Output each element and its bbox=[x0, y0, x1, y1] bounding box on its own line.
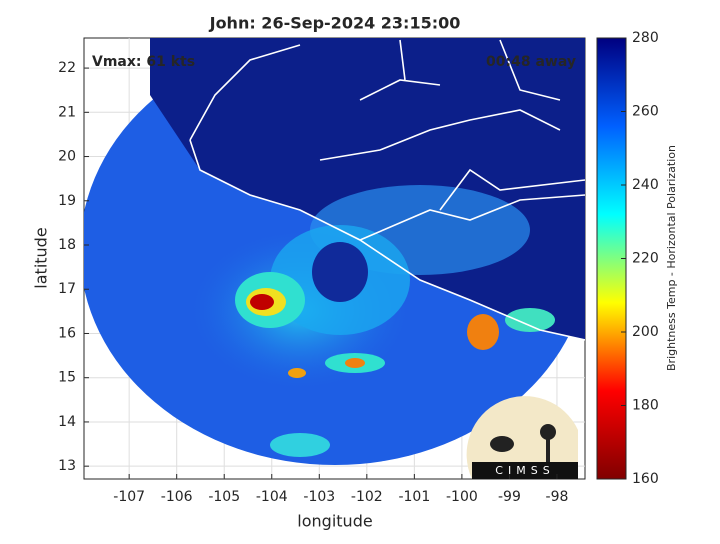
imagery bbox=[84, 38, 585, 465]
logo-tower bbox=[546, 438, 550, 468]
y-tick-label: 16 bbox=[58, 325, 76, 341]
x-tick-label: -100 bbox=[446, 489, 478, 505]
cloud bbox=[250, 294, 274, 310]
x-tick-label: -101 bbox=[398, 489, 430, 505]
x-tick-label: -105 bbox=[208, 489, 240, 505]
y-tick-label: 20 bbox=[58, 149, 76, 165]
colorbar-label: Brightness Temp - Horizontal Polarizatio… bbox=[665, 145, 678, 371]
logo: CIMSS bbox=[466, 396, 578, 479]
y-tick-label: 22 bbox=[58, 60, 76, 76]
colorbar-tick-label: 160 bbox=[632, 471, 659, 487]
logo-tower bbox=[540, 424, 556, 440]
x-axis-label: longitude bbox=[297, 512, 372, 531]
x-tick-label: -99 bbox=[498, 489, 521, 505]
x-tick-label: -104 bbox=[256, 489, 288, 505]
y-tick-label: 15 bbox=[58, 370, 76, 386]
eye bbox=[312, 242, 368, 302]
cloud bbox=[505, 308, 555, 332]
y-axis-label: latitude bbox=[32, 227, 51, 288]
y-tick-label: 13 bbox=[58, 458, 76, 474]
y-tick-label: 18 bbox=[58, 237, 76, 253]
logo-dish bbox=[490, 436, 514, 452]
annotation: Vmax: 61 kts bbox=[92, 54, 195, 70]
y-tick-label: 19 bbox=[58, 193, 76, 209]
colorbar-tick-label: 240 bbox=[632, 177, 659, 193]
x-tick-label: -107 bbox=[113, 489, 145, 505]
y-tick-label: 17 bbox=[58, 281, 76, 297]
border bbox=[189, 39, 585, 241]
chart-title: John: 26-Sep-2024 23:15:00 bbox=[209, 14, 461, 33]
x-tick-label: -103 bbox=[303, 489, 335, 505]
y-tick-label: 14 bbox=[58, 414, 76, 430]
y-tick-label: 21 bbox=[58, 104, 76, 120]
logo-text: CIMSS bbox=[495, 464, 554, 477]
x-tick-label: -102 bbox=[351, 489, 383, 505]
cloud bbox=[270, 433, 330, 457]
colorbar-tick-label: 200 bbox=[632, 324, 659, 340]
logo-badge bbox=[466, 396, 578, 479]
x-tick-label: -106 bbox=[161, 489, 193, 505]
x-tick-label: -98 bbox=[546, 489, 569, 505]
colorbar-tick-label: 180 bbox=[632, 398, 659, 414]
annotation: 00:48 away bbox=[486, 54, 576, 70]
cloud bbox=[345, 358, 365, 368]
colorbar-tick-label: 260 bbox=[632, 104, 659, 120]
cloud bbox=[288, 368, 306, 378]
logo-bar bbox=[472, 462, 578, 479]
cloud bbox=[467, 314, 499, 350]
colorbar-tick-label: 220 bbox=[632, 251, 659, 267]
colorbar-tick-label: 280 bbox=[632, 30, 659, 46]
